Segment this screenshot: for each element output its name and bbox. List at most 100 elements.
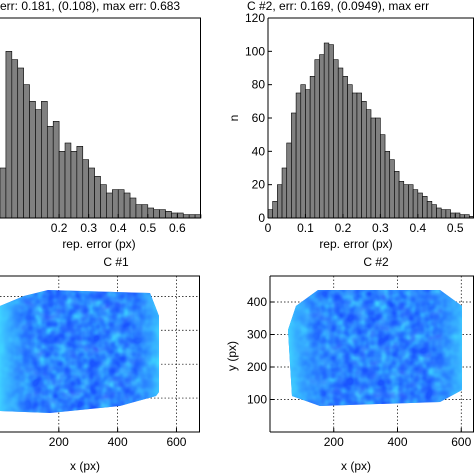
- histogram-bar: [403, 184, 409, 219]
- histogram-bar: [5, 51, 13, 219]
- histogram-bar: [147, 207, 155, 219]
- chart-title: C #2: [363, 255, 389, 269]
- y-axis-label: n: [227, 115, 241, 122]
- histogram-c2: C #2, err: 0.169, (0.0949), max err 0 0.1…: [227, 0, 474, 251]
- histogram-bar: [398, 181, 405, 219]
- histogram-bar: [454, 212, 461, 219]
- histogram-bar: [314, 59, 320, 219]
- histogram-bar: [23, 84, 30, 219]
- histogram-bar: [370, 117, 376, 219]
- histogram-bar: [117, 189, 125, 219]
- x-tick-label: 400: [387, 435, 407, 449]
- histogram-bar: [436, 207, 442, 219]
- histogram-bar: [267, 209, 273, 219]
- bars: [0, 51, 202, 219]
- histogram-bar: [319, 54, 325, 219]
- x-tick-label: 0.1: [297, 221, 314, 235]
- x-tick-label: 0.4: [110, 221, 127, 235]
- histogram-bar: [35, 109, 42, 219]
- histogram-bar: [342, 76, 348, 219]
- y-tick-label: 80: [252, 78, 266, 92]
- x-tick-label: 0.2: [51, 221, 68, 235]
- histogram-bar: [291, 112, 297, 219]
- y-tick-label: 200: [247, 360, 267, 374]
- x-axis-label: rep. error (px): [62, 237, 135, 251]
- histogram-bar: [305, 89, 311, 219]
- y-tick-label: 300: [247, 328, 267, 342]
- histogram-bar: [70, 151, 78, 219]
- histogram-bar: [52, 121, 60, 219]
- histogram-bar: [356, 92, 362, 219]
- histogram-bar: [337, 67, 344, 219]
- y-tick-label: 0: [258, 211, 265, 225]
- x-tick-label: 0.3: [372, 221, 389, 235]
- histogram-bar: [380, 134, 386, 219]
- histogram-bar: [347, 84, 353, 219]
- histogram-bar: [375, 117, 381, 219]
- histogram-bar: [17, 67, 24, 219]
- error-map-c1: C #1 200 400 600 x (px): [0, 255, 200, 473]
- error-map-c2: C #2 200 400 600 100 200 300 400 x (px) y (px): [225, 255, 474, 473]
- histogram-bar: [165, 211, 172, 219]
- histogram-bar: [361, 101, 367, 219]
- y-tick-label: 120: [245, 11, 265, 25]
- histogram-bar: [286, 142, 292, 219]
- histogram-bar: [76, 146, 84, 219]
- histogram-bar: [123, 192, 131, 219]
- histogram-bar: [408, 184, 414, 219]
- histogram-bar: [431, 204, 437, 219]
- y-tick-label: 100: [245, 44, 265, 58]
- chart-title: C #1: [103, 255, 129, 269]
- x-axis-label: x (px): [70, 459, 100, 473]
- histogram-bar: [323, 42, 330, 219]
- histogram-bar: [141, 204, 149, 219]
- error-map-right-glow: [288, 290, 462, 406]
- histogram-bar: [440, 209, 447, 219]
- error-map-right-glow: [0, 290, 159, 413]
- x-axis-label: rep. error (px): [319, 237, 392, 251]
- histogram-bar: [328, 44, 334, 219]
- histogram-bar: [426, 201, 433, 219]
- histogram-bar: [94, 176, 101, 219]
- histogram-bar: [46, 126, 54, 219]
- histogram-bar: [159, 209, 166, 219]
- x-tick-label: 400: [108, 435, 128, 449]
- histogram-bar: [29, 101, 36, 219]
- x-tick-label: 0.3: [80, 221, 97, 235]
- histogram-bar: [171, 212, 178, 219]
- axes: 0.2 0.3 0.4 0.5 0.6: [0, 17, 201, 235]
- histogram-bar: [58, 151, 66, 219]
- histogram-bar: [394, 171, 400, 219]
- x-tick-label: 200: [324, 435, 344, 449]
- histogram-bar: [309, 76, 316, 219]
- histogram-bar: [333, 59, 339, 219]
- x-tick-label: 0.5: [447, 221, 464, 235]
- x-tick-label: 0.5: [139, 221, 156, 235]
- y-tick-label: 20: [252, 178, 266, 192]
- histogram-bar: [0, 167, 7, 219]
- y-tick-label: 40: [252, 144, 266, 158]
- histogram-bar: [88, 167, 95, 219]
- histogram-bar: [384, 151, 391, 219]
- histogram-bar: [112, 189, 119, 219]
- histogram-bar: [106, 192, 113, 219]
- chart-title: err: 0.181, (0.108), max err: 0.683: [0, 0, 180, 13]
- histogram-bar: [300, 84, 306, 219]
- x-tick-label: 0: [265, 221, 272, 235]
- bars: [267, 42, 474, 219]
- chart-title: C #2, err: 0.169, (0.0949), max err: [247, 0, 429, 13]
- y-axis-label: y (px): [225, 341, 239, 371]
- histogram-bar: [129, 197, 137, 219]
- histogram-bar: [135, 204, 143, 219]
- y-tick-label: 60: [252, 111, 266, 125]
- y-tick-label: 400: [247, 295, 267, 309]
- histogram-bar: [100, 184, 107, 219]
- histogram-bar: [41, 101, 48, 219]
- histogram-c1: err: 0.181, (0.108), max err: 0.683 0.2 0…: [0, 0, 202, 251]
- x-tick-label: 0.4: [409, 221, 426, 235]
- histogram-bar: [389, 159, 395, 219]
- histogram-bar: [351, 92, 358, 219]
- histogram-bar: [272, 201, 278, 219]
- histogram-bar: [277, 184, 283, 219]
